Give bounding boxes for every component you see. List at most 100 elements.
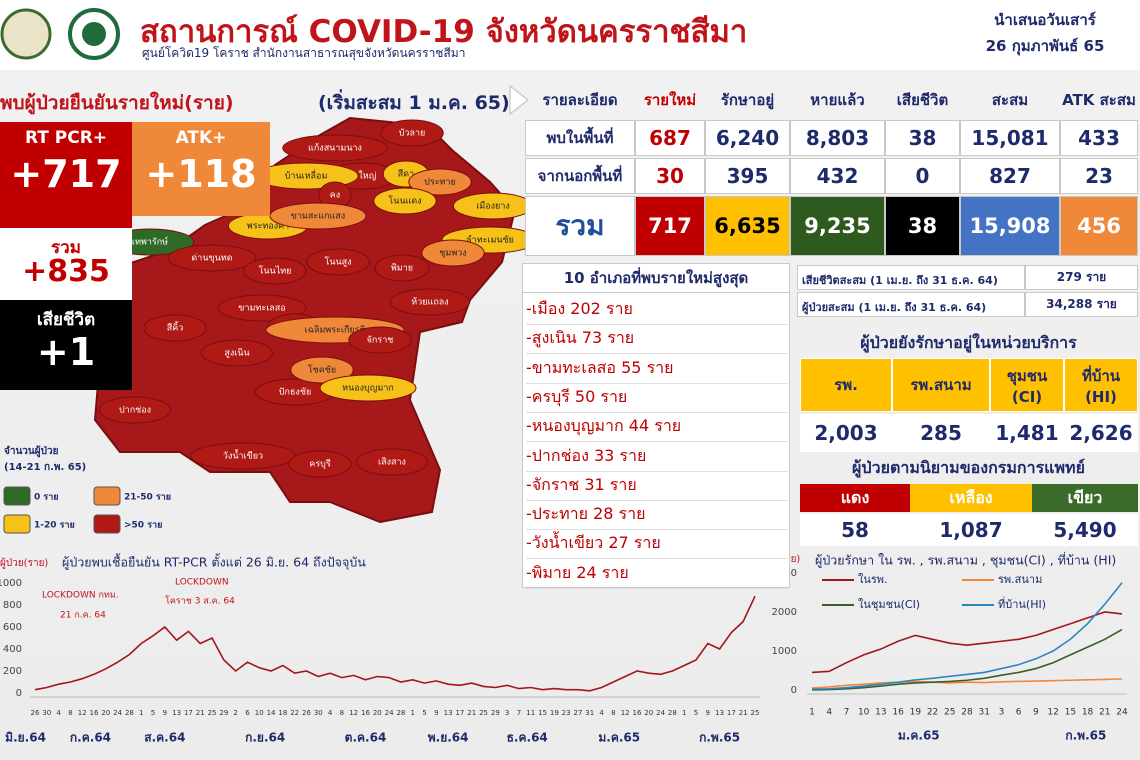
- district: [306, 248, 370, 276]
- data-line: [811, 582, 1123, 691]
- x-tick-label: 25: [944, 708, 955, 718]
- in-care-value: 1,481: [990, 414, 1064, 452]
- district-label: ขามสะแกแสง: [291, 212, 345, 222]
- district: [282, 134, 388, 162]
- x-tick-label: 13: [172, 709, 181, 717]
- top-item: -ครบุรี 50 ราย: [526, 385, 788, 413]
- severity-value: 1,087: [910, 514, 1032, 546]
- table-header: รายใหม่: [643, 91, 697, 109]
- x-tick-label: 28: [961, 708, 973, 718]
- annotation: LOCKDOWN กทม.: [42, 591, 119, 601]
- summary-value: +835: [22, 254, 110, 289]
- x-tick-label: 11: [526, 709, 535, 717]
- x-tick-label: 12: [1047, 708, 1058, 718]
- summary-box: [0, 122, 132, 228]
- x-tick-label: 30: [314, 709, 323, 717]
- y-tick-label: 800: [3, 600, 22, 611]
- table-cell: 6,635: [705, 196, 790, 256]
- district: [421, 239, 485, 267]
- district-label: บัวลาย: [399, 129, 426, 139]
- summary-start-note: (เริ่มสะสม 1 ม.ค. 65): [318, 92, 510, 114]
- top-item: -สูงเนิน 73 ราย: [526, 326, 788, 355]
- x-tick-label: 20: [644, 709, 653, 717]
- top-title: 10 อำเภอที่พบรายใหม่สูงสุด: [522, 263, 790, 293]
- severity-title: ผู้ป่วยตามนิยามของกรมการแพทย์: [852, 457, 1085, 477]
- table-cell: 6,240: [705, 120, 790, 156]
- y-tick-label: 1000: [0, 578, 22, 589]
- chart-title: ผู้ป่วยรักษา ใน รพ. , รพ.สนาม , ชุมชน(CI…: [815, 552, 1116, 569]
- x-tick-label: 30: [42, 709, 51, 717]
- legend-label: ที่บ้าน(HI): [998, 596, 1046, 611]
- cumulative-label: เสียชีวิตสะสม (1 เม.ย. ถึง 31 ธ.ค. 64): [797, 265, 1025, 290]
- y-tick-label: 1000: [772, 646, 797, 657]
- district: [99, 396, 171, 424]
- x-tick-label: 13: [715, 709, 724, 717]
- district-label: เทพารักษ์: [132, 236, 168, 248]
- district-label: แก้งสนามนาง: [308, 143, 362, 154]
- district-label: หนองบุญมาก: [342, 384, 394, 394]
- y-tick-label: 0: [791, 685, 797, 696]
- district: [373, 187, 437, 215]
- month-label: ม.ค.65: [598, 731, 640, 745]
- x-tick-label: 3: [505, 709, 509, 717]
- severity-header: แดง: [800, 484, 910, 512]
- x-tick-label: 8: [340, 709, 344, 717]
- x-tick-label: 25: [751, 709, 760, 717]
- legend-label: >50 ราย: [124, 521, 162, 531]
- district: [201, 339, 273, 367]
- subtitle: ศูนย์โควิด19 โคราช สำนักงานสาธารณสุขจังห…: [142, 46, 466, 60]
- x-tick-label: 7: [517, 709, 521, 717]
- x-tick-label: 26: [31, 709, 40, 717]
- district-label: โชคชัย: [308, 365, 336, 376]
- data-line: [34, 595, 756, 692]
- month-label: ก.ย.64: [245, 731, 285, 745]
- month-label: ก.ค.64: [70, 731, 111, 745]
- top-item: -ขามทะเลสอ 55 ราย: [526, 356, 788, 384]
- summary-value: +717: [10, 152, 122, 196]
- x-tick-label: 3: [999, 708, 1005, 718]
- table-cell: 38: [885, 120, 960, 156]
- x-tick-label: 25: [208, 709, 217, 717]
- table-cell: พบในพื้นที่: [525, 120, 635, 156]
- month-label: พ.ย.64: [428, 731, 469, 745]
- x-tick-label: 15: [538, 709, 547, 717]
- x-tick-label: 1: [139, 709, 143, 717]
- district-label: สูงเนิน: [224, 348, 249, 359]
- x-tick-label: 9: [163, 709, 167, 717]
- x-tick-label: 21: [467, 709, 476, 717]
- x-tick-label: 21: [196, 709, 205, 717]
- x-tick-label: 28: [668, 709, 677, 717]
- top-item: -วังน้ำเขียว 27 ราย: [526, 531, 788, 560]
- y-tick-label: 200: [3, 666, 22, 677]
- top-item: -ประทาย 28 ราย: [526, 502, 788, 531]
- district-label: โนนไทย: [259, 266, 292, 277]
- x-tick-label: 1: [682, 709, 686, 717]
- x-tick-label: 13: [444, 709, 453, 717]
- district: [356, 448, 428, 476]
- district: [143, 314, 207, 342]
- table-cell: 395: [705, 158, 790, 194]
- district: [290, 356, 354, 384]
- annotation: 21 ก.ค. 64: [60, 611, 106, 621]
- legend-swatch: [3, 514, 31, 534]
- top-item: -ปากช่อง 33 ราย: [526, 444, 788, 472]
- legend-swatch: [93, 486, 121, 506]
- x-tick-label: 10: [255, 709, 264, 717]
- severity-value: 58: [800, 514, 910, 546]
- x-tick-label: 16: [90, 709, 99, 717]
- x-tick-label: 31: [978, 708, 989, 718]
- x-tick-label: 20: [101, 709, 110, 717]
- legend-swatch: [93, 514, 121, 534]
- y-tick-label: 600: [3, 622, 22, 633]
- x-tick-label: 5: [694, 709, 698, 717]
- x-tick-label: 31: [585, 709, 594, 717]
- x-tick-label: 16: [633, 709, 642, 717]
- district-label: โนนสูง: [324, 257, 351, 268]
- table-cell: 0: [885, 158, 960, 194]
- in-care-header: รพ.: [800, 358, 892, 412]
- month-label: ธ.ค.64: [507, 731, 548, 745]
- district: [243, 257, 307, 285]
